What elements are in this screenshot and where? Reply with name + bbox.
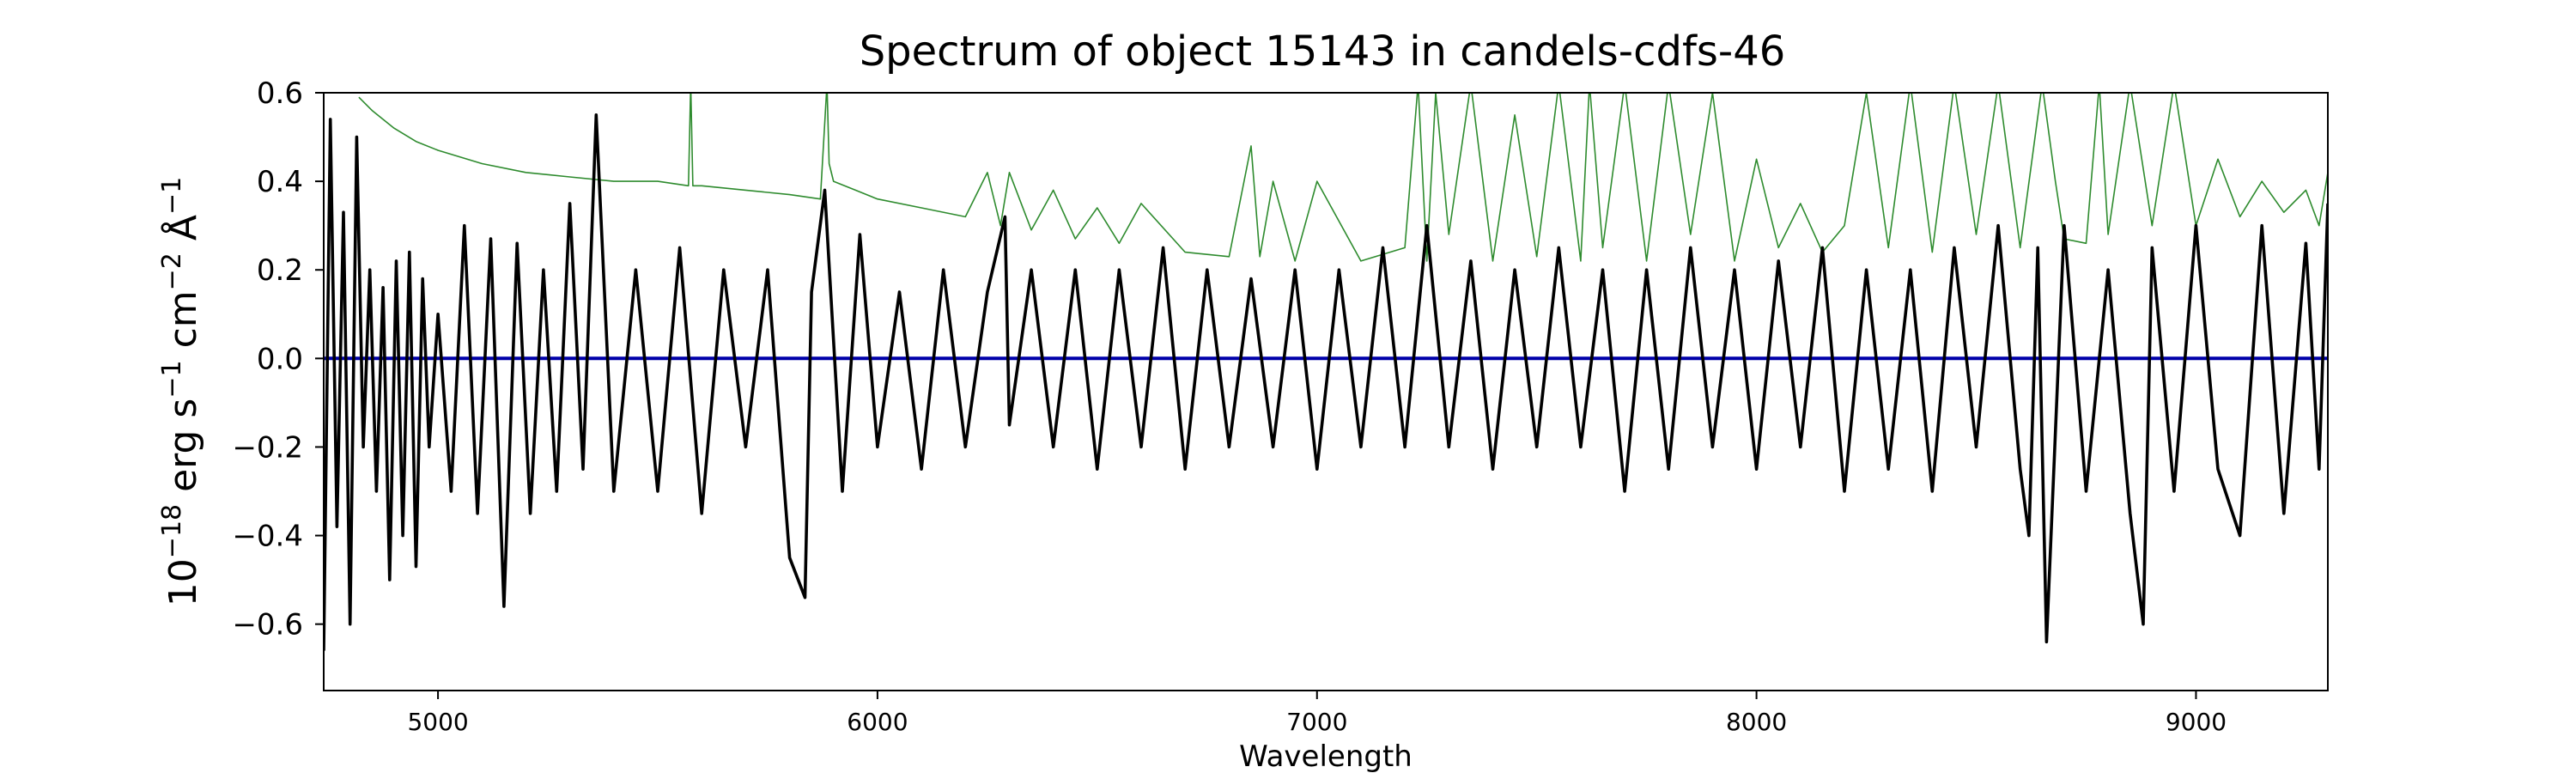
y-label-exp2: −1 [157, 360, 187, 398]
y-label-exp3: −2 [157, 253, 187, 290]
y-tick-label: −0.4 [232, 520, 303, 554]
y-label-ang: Å [160, 215, 205, 253]
noise-series-line [358, 93, 2328, 262]
x-tick-label: 8000 [1726, 708, 1787, 736]
y-tick-label: −0.2 [232, 430, 303, 465]
y-label-prefix: 10 [161, 558, 205, 606]
x-tick-label: 5000 [407, 708, 468, 736]
chart-title: Spectrum of object 15143 in candels-cdfs… [860, 27, 1786, 76]
x-tick-label: 6000 [847, 708, 908, 736]
y-tick-label: −0.6 [232, 608, 303, 642]
y-tick-label: 0.0 [257, 342, 303, 376]
x-tick-label: 7000 [1286, 708, 1347, 736]
y-label-cm: cm [161, 290, 205, 360]
x-tick-label: 9000 [2166, 708, 2227, 736]
y-tick-label: 0.6 [257, 76, 303, 111]
y-label-erg: erg s [161, 399, 205, 504]
y-tick-label: 0.4 [257, 165, 303, 199]
y-tick-label: 0.2 [257, 253, 303, 288]
series-layer [324, 93, 2328, 651]
plot-frame [323, 92, 2329, 691]
y-label-exp1: −18 [157, 504, 187, 558]
y-label-exp4: −1 [157, 177, 187, 215]
flux-series-line [324, 113, 2328, 651]
x-axis-label: Wavelength [1239, 740, 1413, 773]
ticks-layer: 5000 6000 7000 8000 9000 −0.6 −0.4 −0.2 0.0 0.2 0.… [232, 76, 2227, 736]
y-axis-label: 10−18 erg s−1 cm−2 Å−1 [157, 177, 205, 606]
